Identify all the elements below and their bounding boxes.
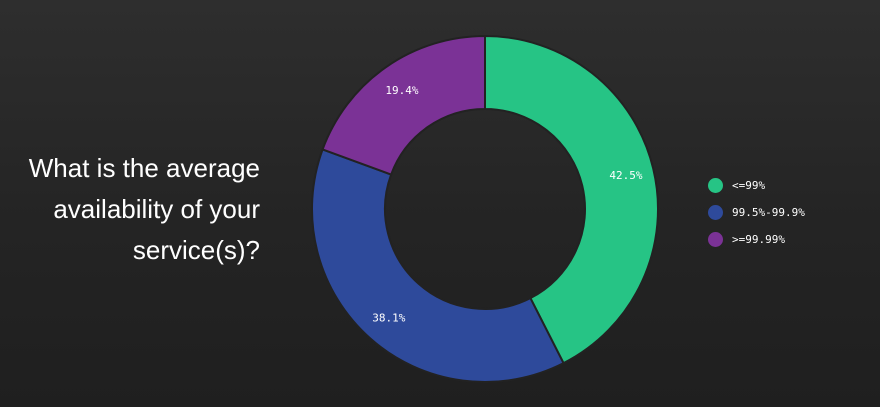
- slice-label-99-5-to-99-9: 38.1%: [372, 311, 405, 324]
- legend-swatch-le-99: [708, 178, 723, 193]
- slice-label-le-99: 42.5%: [609, 169, 642, 182]
- legend-item-99-5-to-99-9[interactable]: 99.5%-99.9%: [708, 199, 805, 226]
- question-line-2: availability of your: [53, 194, 260, 224]
- question-line-1: What is the average: [28, 153, 260, 183]
- legend-swatch-99-5-to-99-9: [708, 205, 723, 220]
- legend-item-le-99[interactable]: <=99%: [708, 172, 805, 199]
- chart-question: What is the average availability of your…: [0, 148, 260, 271]
- slice-le-99[interactable]: [484, 34, 659, 365]
- legend-swatch-ge-99-99: [708, 232, 723, 247]
- question-line-3: service(s)?: [132, 235, 260, 265]
- slice-ge-99-99[interactable]: [321, 34, 486, 176]
- slice-99-5-to-99-9[interactable]: [311, 148, 565, 383]
- legend-item-ge-99-99[interactable]: >=99.99%: [708, 226, 805, 253]
- slice-label-ge-99-99: 19.4%: [385, 84, 418, 97]
- chart-legend: <=99% 99.5%-99.9% >=99.99%: [708, 172, 805, 253]
- legend-label-ge-99-99: >=99.99%: [732, 233, 785, 246]
- legend-label-le-99: <=99%: [732, 179, 766, 192]
- legend-label-99-5-to-99-9: 99.5%-99.9%: [732, 206, 805, 219]
